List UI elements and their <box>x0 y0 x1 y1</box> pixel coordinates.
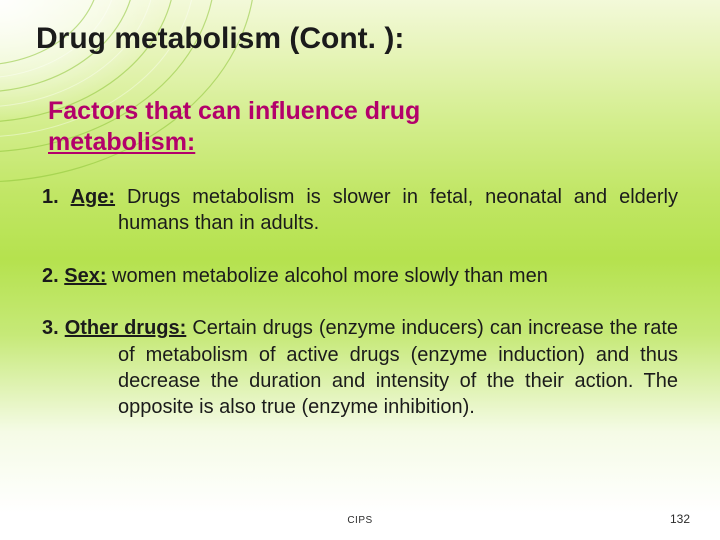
subtitle-prefix: Factors that can influence drug <box>48 97 427 125</box>
item-label: Other drugs: <box>65 317 187 339</box>
footer-center-text: CIPS <box>0 515 720 526</box>
slide: Drug metabolism (Cont. ): Factors that c… <box>0 0 720 540</box>
page-number: 132 <box>670 512 690 526</box>
list-item: 3. Other drugs: Certain drugs (enzyme in… <box>42 315 678 421</box>
subtitle-underlined: metabolism: <box>48 128 195 156</box>
list-item: 2. Sex: women metabolize alcohol more sl… <box>42 263 678 289</box>
item-number: 2. <box>42 265 59 287</box>
item-label: Age: <box>71 186 115 208</box>
item-label: Sex: <box>64 265 106 287</box>
item-text: Drugs metabolism is slower in fetal, neo… <box>115 186 678 234</box>
slide-title: Drug metabolism (Cont. ): <box>36 22 404 56</box>
item-text: women metabolize alcohol more slowly tha… <box>107 265 548 287</box>
slide-subtitle: Factors that can influence drug metaboli… <box>48 96 660 159</box>
item-number: 1. <box>42 186 59 208</box>
list-item: 1. Age: Drugs metabolism is slower in fe… <box>42 184 678 237</box>
slide-body: 1. Age: Drugs metabolism is slower in fe… <box>42 184 678 447</box>
item-text: Certain drugs (enzyme inducers) can incr… <box>118 317 678 418</box>
item-number: 3. <box>42 317 59 339</box>
